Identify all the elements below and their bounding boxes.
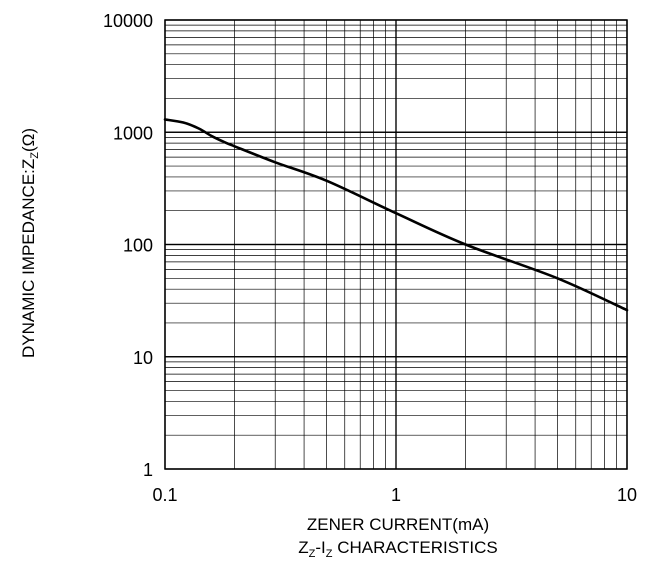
caption-rest: CHARACTERISTICS	[332, 538, 497, 557]
y-tick-labels: 1 10 100 1000 10000	[103, 11, 153, 480]
y-axis-label: DYNAMIC IMPEDANCE:ZZ(Ω)	[19, 128, 41, 358]
y-tick-label: 10	[133, 348, 153, 368]
chart-caption: ZZ-IZ CHARACTERISTICS	[298, 538, 498, 560]
y-tick-label: 100	[123, 236, 153, 256]
x-tick-label: 0.1	[152, 485, 177, 505]
x-axis-label: ZENER CURRENT(mA)	[307, 515, 489, 534]
y-tick-label: 1000	[113, 123, 153, 143]
caption-z: Z	[298, 538, 308, 557]
y-axis-label-unit: (Ω)	[19, 128, 38, 152]
chart-grid	[164, 19, 628, 470]
plot-frame	[164, 19, 628, 470]
caption-i-subscript: Z	[326, 548, 333, 560]
impedance-curve	[163, 118, 629, 312]
x-tick-label: 1	[391, 485, 401, 505]
y-tick-label: 1	[143, 460, 153, 480]
y-axis-label-subscript: Z	[29, 152, 41, 159]
x-tick-label: 10	[617, 485, 637, 505]
y-axis-label-main: DYNAMIC IMPEDANCE:Z	[19, 159, 38, 358]
y-tick-label: 10000	[103, 11, 153, 31]
caption-dash-i: -I	[315, 538, 325, 557]
x-tick-labels: 0.1 1 10	[152, 485, 637, 505]
caption-z-subscript: Z	[309, 548, 316, 560]
